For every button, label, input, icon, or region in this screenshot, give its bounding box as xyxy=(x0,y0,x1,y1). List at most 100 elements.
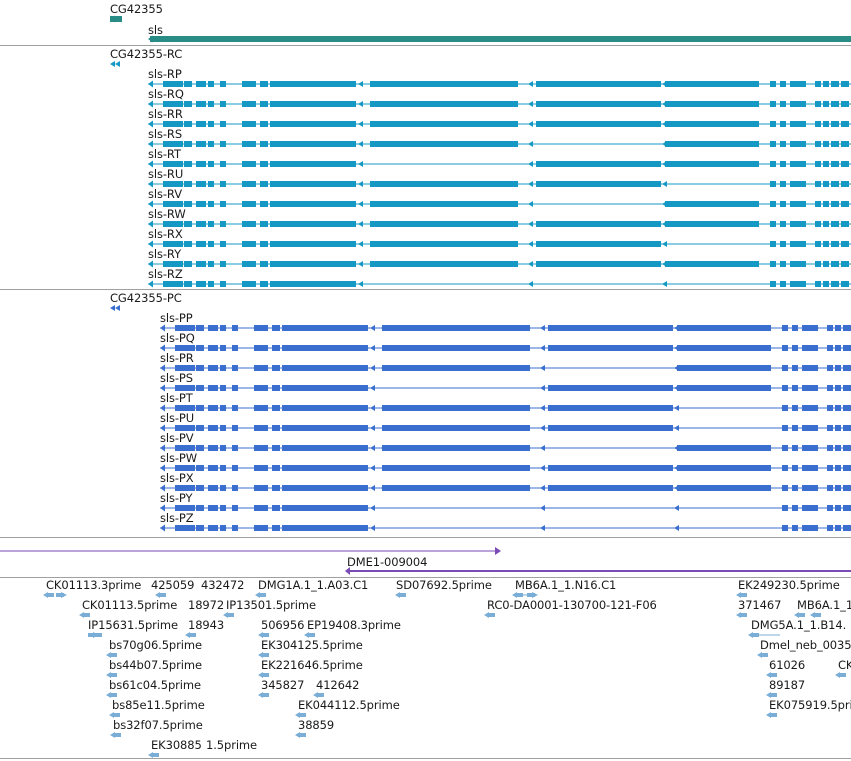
transcript-label[interactable]: sls-RW xyxy=(148,207,186,221)
est-label[interactable]: EK075919.5pri xyxy=(769,698,851,712)
transcript-label[interactable]: sls-RV xyxy=(148,187,182,201)
exon-block xyxy=(254,325,268,331)
est-label[interactable]: EK044112.5prime xyxy=(298,698,400,712)
transcript-label[interactable]: sls-PR xyxy=(160,351,194,365)
exon-block xyxy=(536,161,661,167)
est-label[interactable]: 412642 xyxy=(316,678,360,692)
est-glyph xyxy=(739,613,747,617)
est-label[interactable]: EP19408.3prime xyxy=(307,618,401,632)
transcript-label[interactable]: sls-RT xyxy=(148,147,181,161)
strand-arrow xyxy=(674,345,679,351)
exon-block xyxy=(370,241,518,247)
est-label[interactable]: MB6A.1_1.B14. xyxy=(797,598,851,612)
transcript-label[interactable]: sls-PQ xyxy=(160,331,195,345)
transcript-label[interactable]: sls-RR xyxy=(148,107,183,121)
transcript-label[interactable]: sls-RZ xyxy=(148,267,183,281)
protein-cg-label[interactable]: CG42355-PC xyxy=(110,291,182,305)
est-label[interactable]: EK30885 xyxy=(151,738,202,752)
exon-block xyxy=(665,141,759,147)
est-label[interactable]: bs44b07.5prime xyxy=(109,658,202,672)
transcript-label[interactable]: sls-RS xyxy=(148,127,183,141)
exon-block xyxy=(841,121,849,127)
est-label[interactable]: EK304125.5prime xyxy=(261,638,363,652)
transcript-label[interactable]: sls-PY xyxy=(160,491,193,505)
est-label[interactable]: bs32f07.5prime xyxy=(113,718,203,732)
est-label[interactable]: 89187 xyxy=(769,678,806,692)
exon-block xyxy=(270,81,356,87)
exon-block xyxy=(792,345,798,351)
transcript-label[interactable]: sls-RU xyxy=(148,167,184,181)
transcript-label[interactable]: sls-PW xyxy=(160,451,198,465)
transcript-label[interactable]: sls-PZ xyxy=(160,511,194,525)
est-label[interactable]: 18943 xyxy=(188,618,225,632)
exon-block xyxy=(220,385,226,391)
exon-block xyxy=(208,181,214,187)
est-label[interactable]: 432472 xyxy=(201,578,245,592)
strand-arrow xyxy=(370,525,375,531)
strand-arrow xyxy=(370,385,375,391)
est-arrow xyxy=(395,592,400,598)
est-glyph xyxy=(797,613,805,617)
est-label[interactable]: DMG1A.1_1.A03.C1 xyxy=(258,578,369,592)
match-label[interactable]: DME1-009004 xyxy=(347,555,428,569)
est-label[interactable]: 38859 xyxy=(298,718,335,732)
est-label[interactable]: MB6A.1_1.N16.C1 xyxy=(515,578,617,592)
rna-cg-label[interactable]: CG42355-RC xyxy=(110,47,183,61)
strand-arrow xyxy=(662,81,667,87)
transcript-label[interactable]: sls-RP xyxy=(148,67,182,81)
est-label[interactable]: IP15631.5prime xyxy=(88,618,178,632)
exon-block xyxy=(841,81,849,87)
est-label[interactable]: Dmel_neb_0035 xyxy=(760,638,851,652)
exon-block xyxy=(232,525,238,531)
transcript-label[interactable]: sls-RX xyxy=(148,227,183,241)
exon-block xyxy=(175,345,195,351)
transcript-label[interactable]: sls-PT xyxy=(160,391,193,405)
est-label[interactable]: CK01113.5prime xyxy=(82,598,178,612)
exon-block xyxy=(790,241,796,247)
exon-block xyxy=(808,345,818,351)
est-label[interactable]: EK221646.5prime xyxy=(261,658,363,672)
est-arrow xyxy=(512,592,517,598)
est-label[interactable]: 18972 xyxy=(188,598,225,612)
est-label[interactable]: SD07692.5prime xyxy=(396,578,492,592)
est-glyph xyxy=(487,613,495,617)
est-label[interactable]: IP13501.5prime xyxy=(226,598,316,612)
exon-block xyxy=(827,425,833,431)
strand-arrow xyxy=(148,120,153,128)
est-glyph xyxy=(151,753,159,757)
est-label[interactable]: bs61c04.5prime xyxy=(109,678,201,692)
exon-block xyxy=(843,385,851,391)
est-label[interactable]: 506956 xyxy=(261,618,305,632)
est-label[interactable]: CK xyxy=(838,658,851,672)
transcript-label[interactable]: sls-RY xyxy=(148,247,182,261)
transcript-label[interactable]: sls-PV xyxy=(160,431,194,445)
exon-block xyxy=(808,525,818,531)
est-label[interactable]: RC0-DA0001-130700-121-F06 xyxy=(487,598,657,612)
est-label[interactable]: 425059 xyxy=(151,578,195,592)
est-label[interactable]: CK01113.3prime xyxy=(46,578,142,592)
gene-label[interactable]: sls xyxy=(148,23,163,37)
exon-block xyxy=(242,241,256,247)
exon-block xyxy=(677,445,771,451)
transcript-label[interactable]: sls-PP xyxy=(160,311,193,325)
est-label[interactable]: EK249230.5prime xyxy=(738,578,840,592)
exon-block xyxy=(841,181,849,187)
est-label[interactable]: DMG5A.1_1.B14. xyxy=(751,618,847,632)
gene-small-label[interactable]: CG42355 xyxy=(110,2,163,16)
transcript-label[interactable]: sls-RQ xyxy=(148,87,184,101)
exon-block xyxy=(782,325,788,331)
strand-arrow xyxy=(540,425,545,431)
exon-block xyxy=(254,385,268,391)
est-label[interactable]: 61026 xyxy=(769,658,806,672)
est-label[interactable]: 345827 xyxy=(261,678,305,692)
exon-block xyxy=(382,405,530,411)
exon-block xyxy=(802,445,808,451)
est-label[interactable]: 1.5prime xyxy=(206,738,257,752)
exon-block xyxy=(163,121,183,127)
transcript-label[interactable]: sls-PX xyxy=(160,471,194,485)
transcript-label[interactable]: sls-PS xyxy=(160,371,193,385)
est-label[interactable]: bs70g06.5prime xyxy=(109,638,202,652)
est-label[interactable]: bs85e11.5prime xyxy=(112,698,205,712)
est-label[interactable]: 371467 xyxy=(738,598,782,612)
transcript-label[interactable]: sls-PU xyxy=(160,411,195,425)
